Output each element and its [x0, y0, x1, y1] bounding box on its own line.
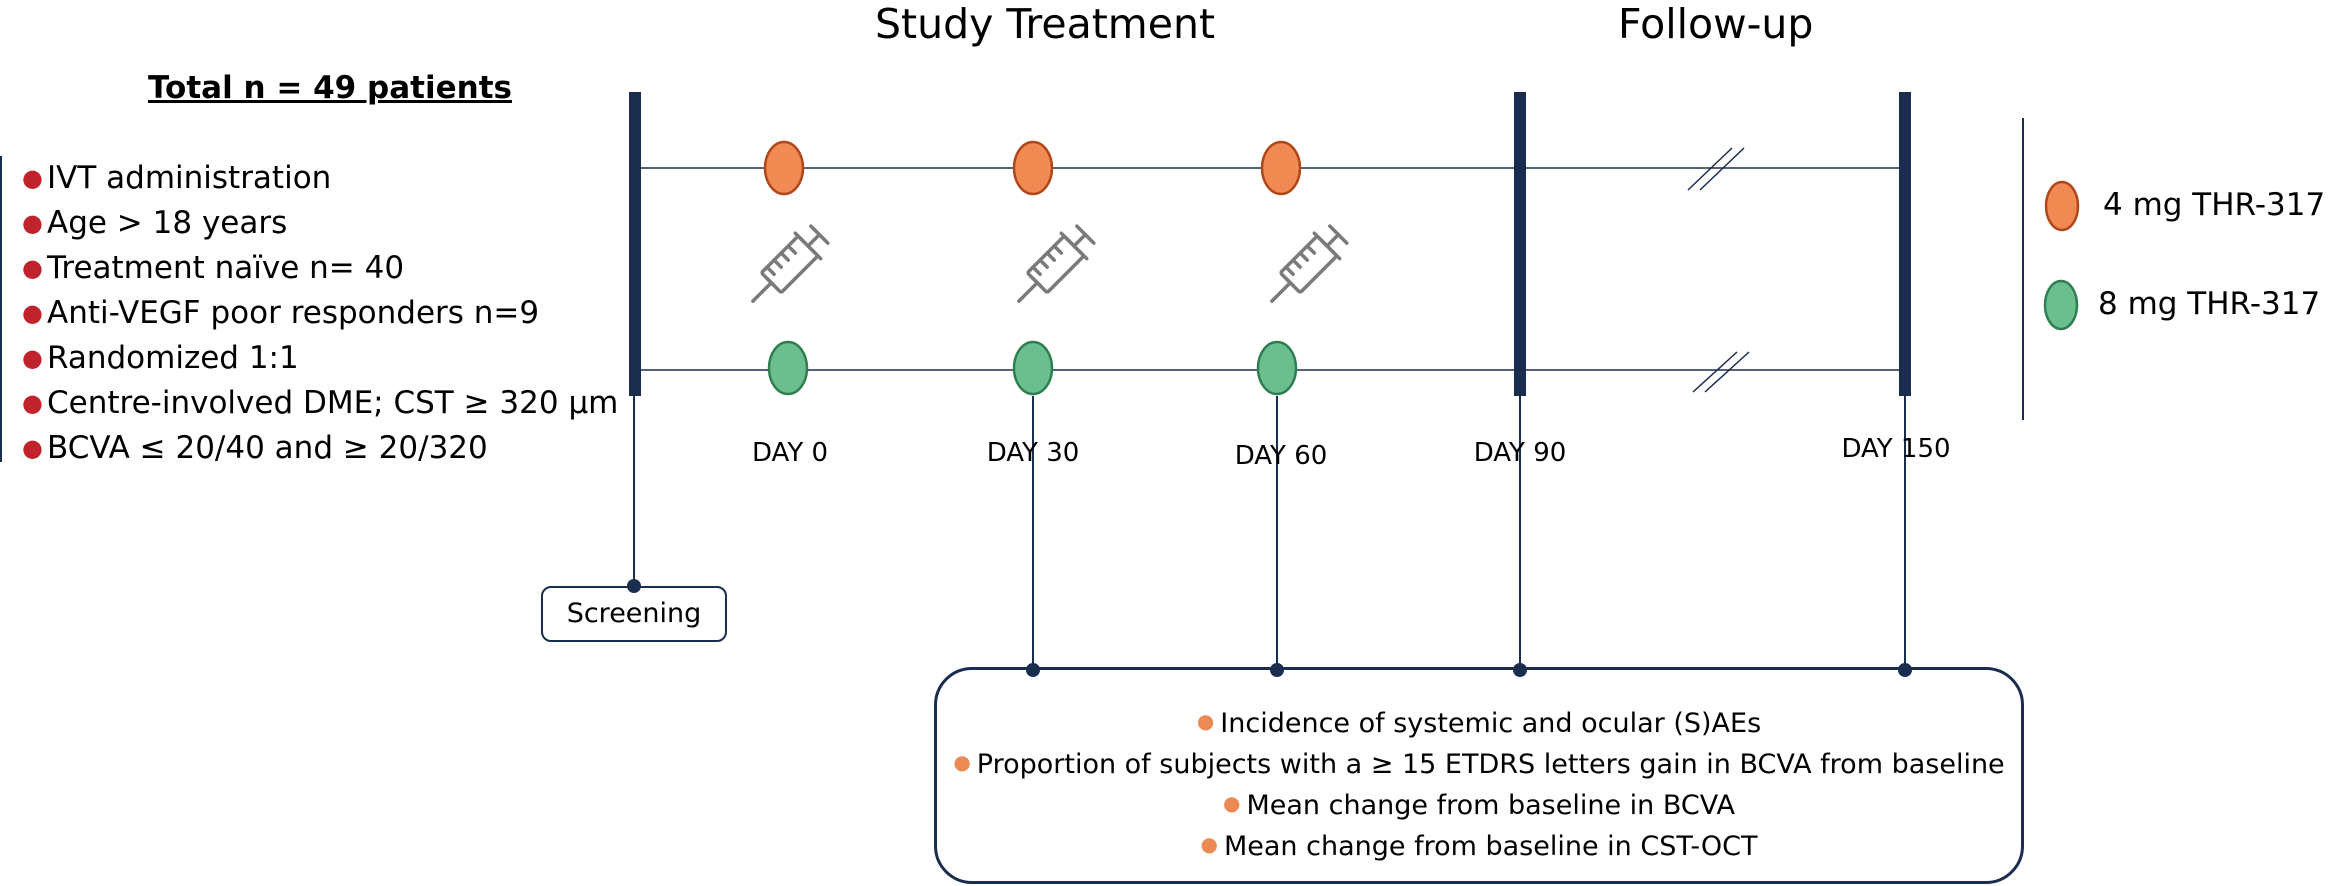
day90-node: [1513, 663, 1527, 677]
legend-divider: [2022, 118, 2024, 420]
inclusion-criteria-list: ● IVT administration ● Age > 18 years ● Tre…: [0, 156, 618, 466]
criterion-item: ● Anti-VEGF poor responders n=9: [22, 291, 618, 336]
criterion-label: Anti-VEGF poor responders n=9: [47, 295, 540, 331]
criterion-item: ● IVT administration: [22, 156, 618, 201]
criterion-item: ● Randomized 1:1: [22, 336, 618, 381]
outcome-item: ● Incidence of systemic and ocular (S)AEs: [937, 702, 2021, 743]
criterion-item: ● Centre-involved DME; CST ≥ 320 µm: [22, 381, 618, 426]
bullet-icon: ●: [1200, 832, 1218, 856]
total-patients: Total n = 49 patients: [148, 70, 512, 106]
dose-8mg-day0: [767, 340, 809, 396]
day-label: DAY 30: [986, 438, 1080, 468]
phase-study-treatment: Study Treatment: [875, 0, 1216, 48]
bullet-icon: ●: [1196, 709, 1215, 733]
dose-4mg-day0: [763, 140, 805, 196]
criterion-label: Treatment naïve n= 40: [47, 250, 405, 286]
legend-4mg-swatch: [2044, 180, 2080, 232]
day60-node: [1270, 663, 1284, 677]
syringe-icon: [1257, 220, 1353, 316]
bullet-icon: ●: [22, 389, 43, 417]
outcome-item: ● Proportion of subjects with a ≥ 15 ETDR…: [937, 743, 2021, 784]
dose-8mg-day30: [1012, 340, 1054, 396]
legend-8mg-swatch: [2043, 279, 2079, 331]
criterion-item: ● Treatment naïve n= 40: [22, 246, 618, 291]
criterion-label: Randomized 1:1: [47, 340, 299, 376]
bullet-icon: ●: [22, 299, 43, 327]
outcome-label: Mean change from baseline in CST-OCT: [1223, 831, 1758, 862]
bullet-icon: ●: [22, 344, 43, 372]
day150-bar: [1899, 92, 1911, 396]
legend-4mg-label: 4 mg THR-317: [2103, 187, 2326, 223]
outcome-label: Mean change from baseline in BCVA: [1246, 790, 1735, 821]
bullet-icon: ●: [22, 209, 43, 237]
dose-4mg-day60: [1260, 140, 1302, 196]
day90-bar: [1514, 92, 1526, 396]
syringe-icon: [1004, 220, 1100, 316]
criterion-item: ● Age > 18 years: [22, 201, 618, 246]
day-label: DAY 90: [1473, 438, 1567, 468]
legend-8mg-label: 8 mg THR-317: [2098, 286, 2321, 322]
day-label: DAY 0: [751, 438, 829, 468]
syringe-icon: [738, 220, 834, 316]
day150-node: [1898, 663, 1912, 677]
day-label: DAY 60: [1234, 441, 1328, 471]
dose-4mg-day30: [1012, 140, 1054, 196]
bullet-icon: ●: [22, 434, 43, 462]
outcome-label: Incidence of systemic and ocular (S)AEs: [1220, 708, 1762, 739]
criterion-item: ● BCVA ≤ 20/40 and ≥ 20/320: [22, 426, 618, 471]
bullet-icon: ●: [22, 164, 43, 192]
outcomes-box: ● Incidence of systemic and ocular (S)AEs…: [934, 667, 2024, 884]
screening-box: Screening: [541, 586, 727, 642]
criterion-label: IVT administration: [47, 160, 332, 196]
timeline-break-icon: [1687, 147, 1750, 393]
baseline-bar: [629, 92, 641, 396]
outcome-label: Proportion of subjects with a ≥ 15 ETDRS…: [976, 749, 2005, 780]
phase-follow-up: Follow-up: [1618, 0, 1814, 48]
day-label: DAY 150: [1841, 434, 1951, 464]
outcome-item: ● Mean change from baseline in BCVA: [937, 784, 2021, 825]
outcome-item: ● Mean change from baseline in CST-OCT: [937, 825, 2021, 866]
bullet-icon: ●: [22, 254, 43, 282]
day30-node: [1026, 663, 1040, 677]
bullet-icon: ●: [953, 750, 971, 774]
bullet-icon: ●: [1223, 791, 1241, 815]
criterion-label: Age > 18 years: [47, 205, 288, 241]
dose-8mg-day60: [1256, 340, 1298, 396]
criterion-label: Centre-involved DME; CST ≥ 320 µm: [47, 385, 619, 421]
criterion-label: BCVA ≤ 20/40 and ≥ 20/320: [47, 430, 488, 466]
